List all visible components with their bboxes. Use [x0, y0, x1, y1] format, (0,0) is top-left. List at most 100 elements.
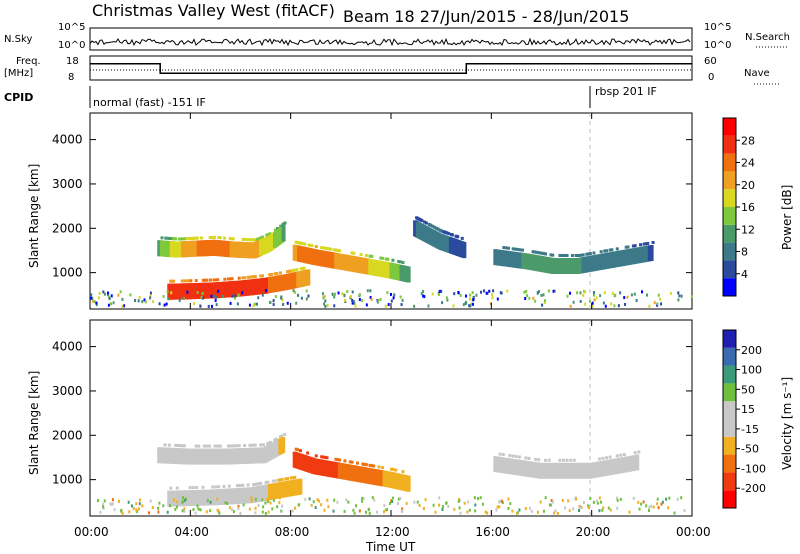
velocity-colorbar-label: Velocity [m s⁻¹]: [780, 377, 794, 470]
data-cell: [227, 448, 232, 465]
scatter-point: [399, 295, 402, 299]
data-cell: [237, 276, 241, 280]
scatter-point: [467, 500, 470, 504]
data-cell: [523, 253, 528, 270]
scatter-point: [468, 297, 471, 301]
data-cell: [269, 272, 273, 276]
data-cell: [241, 448, 246, 465]
data-cell: [255, 482, 259, 486]
data-cell: [241, 487, 246, 504]
scatter-point: [642, 500, 645, 504]
data-cell: [635, 454, 640, 471]
data-cell: [278, 271, 282, 275]
data-cell: [194, 444, 198, 448]
scatter-point: [293, 290, 296, 294]
scatter-point: [324, 299, 327, 303]
data-cell: [223, 236, 227, 240]
data-cell: [276, 227, 280, 231]
x-tick-label: 04:00: [174, 525, 209, 539]
data-cell: [359, 253, 363, 257]
data-cell: [525, 460, 530, 477]
scatter-point: [543, 301, 546, 305]
scatter-point: [213, 294, 216, 298]
scatter-point: [623, 296, 626, 300]
scatter-point: [183, 498, 186, 502]
scatter-point: [525, 289, 528, 293]
scatter-point: [569, 291, 572, 295]
data-cell: [180, 448, 185, 465]
scatter-point: [474, 509, 477, 513]
data-cell: [585, 252, 589, 256]
scatter-point: [650, 504, 653, 508]
data-cell: [605, 249, 608, 253]
scatter-point: [248, 507, 251, 511]
data-cell: [291, 476, 295, 480]
data-cell: [394, 468, 398, 472]
scatter-point: [458, 506, 461, 510]
scatter-point: [323, 508, 326, 512]
scatter-point: [90, 293, 93, 297]
data-cell: [537, 458, 541, 462]
data-cell: [565, 253, 569, 257]
data-cell: [235, 448, 240, 465]
scatter-point: [598, 509, 601, 513]
scatter-point: [422, 294, 425, 298]
scatter-point: [201, 292, 204, 296]
data-cell: [261, 274, 264, 278]
scatter-point: [611, 291, 614, 295]
data-cell: [208, 448, 213, 465]
data-cell: [212, 278, 216, 282]
scatter-point: [610, 302, 613, 306]
data-cell: [504, 250, 509, 267]
colorbar-segment: [723, 419, 736, 437]
data-cell: [350, 460, 354, 464]
scatter-point: [400, 303, 403, 307]
scatter-point: [619, 497, 622, 501]
data-cell: [233, 448, 238, 465]
data-cell: [194, 279, 198, 283]
scatter-point: [210, 304, 213, 308]
data-cell: [226, 444, 230, 448]
scatter-point: [481, 502, 484, 506]
scatter-point: [209, 509, 212, 513]
data-cell: [259, 481, 263, 485]
scatter-point: [499, 499, 502, 503]
data-cell: [232, 444, 236, 448]
scatter-point: [592, 500, 595, 504]
data-cell: [498, 249, 503, 266]
scatter-point: [579, 505, 582, 509]
scatter-point: [137, 507, 140, 511]
scatter-point: [183, 509, 186, 513]
scatter-point: [366, 289, 369, 293]
data-cell: [336, 248, 340, 252]
scatter-point: [561, 499, 564, 503]
data-cell: [563, 253, 567, 257]
data-cell: [534, 457, 538, 461]
data-cell: [544, 458, 548, 462]
data-cell: [578, 253, 582, 257]
data-cell: [180, 279, 184, 283]
data-cell: [570, 462, 575, 479]
data-cell: [610, 248, 614, 252]
data-cell: [619, 453, 623, 457]
scatter-point: [413, 500, 416, 504]
data-cell: [259, 447, 264, 464]
data-cell: [511, 251, 516, 268]
scatter-point: [103, 499, 106, 503]
data-cell: [214, 448, 219, 465]
scatter-point: [152, 300, 155, 304]
scatter-point: [468, 304, 471, 308]
scatter-point: [434, 510, 437, 514]
data-cell: [189, 279, 193, 283]
scatter-point: [253, 302, 256, 306]
scatter-point: [214, 299, 217, 303]
scatter-point: [645, 504, 648, 508]
scatter-point: [278, 501, 281, 505]
scatter-point: [121, 297, 124, 301]
data-cell: [338, 249, 342, 253]
scatter-point: [117, 293, 120, 297]
scatter-point: [491, 296, 494, 300]
data-cell: [214, 278, 218, 282]
data-cell: [498, 452, 502, 456]
colorbar-segment: [723, 436, 736, 455]
